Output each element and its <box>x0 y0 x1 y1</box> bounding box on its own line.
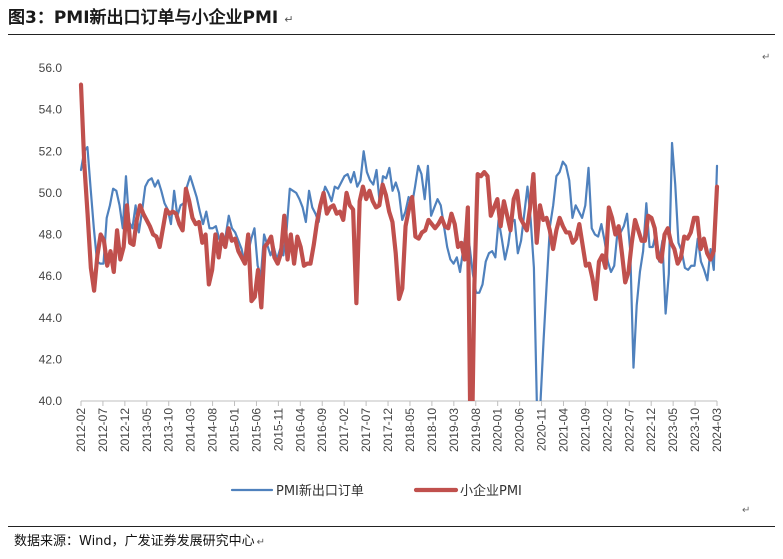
x-tick-label: 2017-12 <box>381 408 395 452</box>
x-tick-label: 2015-01 <box>228 408 242 452</box>
x-tick-label: 2015-11 <box>271 408 285 451</box>
x-tick-label: 2012-07 <box>96 408 110 452</box>
chart-title: 图3：PMI新出口订单与小企业PMI ↵ <box>8 5 293 31</box>
chart-title-text: 图3：PMI新出口订单与小企业PMI <box>8 8 279 28</box>
x-tick-label: 2019-08 <box>469 408 483 452</box>
paragraph-mark: ↵ <box>742 505 751 516</box>
x-tick-label: 2022-02 <box>600 408 614 452</box>
chart-area: 40.0 42.0 44.0 46.0 48.0 50.0 52.0 54.0 56.0 201… <box>39 61 724 499</box>
y-tick-label: 48.0 <box>39 228 63 242</box>
x-tick-label: 2023-10 <box>688 408 702 452</box>
y-tick-label: 54.0 <box>39 103 63 117</box>
legend: PMI新出口订单 小企业PMI <box>230 483 522 499</box>
y-axis: 40.0 42.0 44.0 46.0 48.0 50.0 52.0 54.0 56.0 <box>39 61 63 408</box>
legend-label-1: PMI新出口订单 <box>276 483 364 499</box>
y-tick-label: 52.0 <box>39 144 63 158</box>
x-tick-label: 2020-01 <box>491 408 505 452</box>
x-tick-label: 2015-06 <box>249 408 263 452</box>
x-tick-label: 2022-07 <box>622 408 636 452</box>
y-tick-label: 56.0 <box>39 61 63 75</box>
legend-label-2: 小企业PMI <box>460 483 522 499</box>
y-tick-label: 42.0 <box>39 352 63 366</box>
x-tick-label: 2017-07 <box>359 408 373 452</box>
x-tick-label: 2016-04 <box>293 408 307 452</box>
x-tick-label: 2014-08 <box>206 408 220 452</box>
source-note: 数据来源：Wind，广发证券发展研究中心 ↵ <box>14 530 265 554</box>
title-underline <box>8 34 775 35</box>
x-tick-label: 2019-03 <box>447 408 461 452</box>
y-tick-label: 50.0 <box>39 186 63 200</box>
x-tick-label: 2020-11 <box>535 408 549 451</box>
x-tick-label: 2021-09 <box>578 408 592 452</box>
x-tick-label: 2012-12 <box>118 408 132 452</box>
x-tick-label: 2012-02 <box>74 408 88 452</box>
x-tick-label: 2024-03 <box>710 408 724 452</box>
x-tick-label: 2022-12 <box>644 408 658 452</box>
series-line-2 <box>78 82 720 401</box>
x-tick-label: 2020-06 <box>513 408 527 452</box>
x-tick-label: 2023-05 <box>666 408 680 452</box>
source-text: 数据来源：Wind，广发证券发展研究中心 <box>14 534 255 549</box>
y-tick-label: 44.0 <box>39 311 63 325</box>
y-tick-label: 40.0 <box>39 394 63 408</box>
x-axis: 2012-02 2012-07 2012-12 2013-05 2013-10 2014-… <box>74 400 724 452</box>
x-tick-label: 2018-10 <box>425 408 439 452</box>
x-tick-label: 2018-05 <box>403 408 417 452</box>
return-mark: ↵ <box>284 13 294 26</box>
y-tick-label: 46.0 <box>39 269 63 283</box>
x-tick-label: 2013-05 <box>140 408 154 452</box>
x-tick-label: 2013-10 <box>162 408 176 452</box>
x-tick-label: 2016-09 <box>315 408 329 452</box>
series-layer <box>78 82 720 401</box>
x-tick-label: 2021-04 <box>556 408 570 452</box>
x-tick-label: 2014-03 <box>184 408 198 452</box>
source-rule <box>8 526 775 527</box>
x-tick-label: 2017-02 <box>337 408 351 452</box>
series-line-1 <box>79 141 719 401</box>
return-mark: ↵ <box>256 537 266 548</box>
paragraph-mark: ↵ <box>762 52 771 63</box>
